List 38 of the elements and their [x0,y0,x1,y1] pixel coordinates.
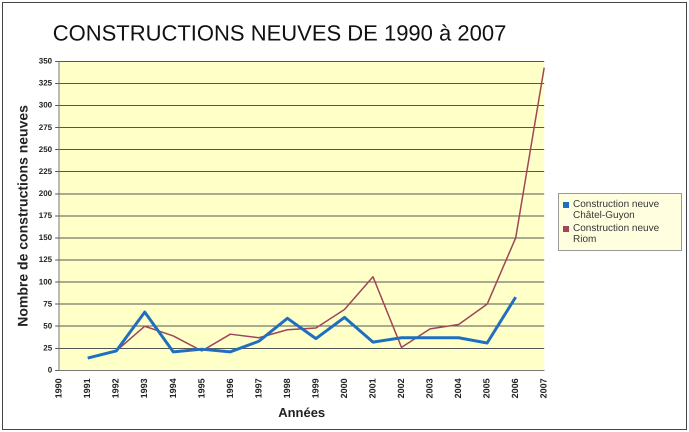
x-tick-label: 1993 [139,378,150,398]
y-axis-title: Nombre de constructions neuves [14,104,30,327]
y-tick-label: 50 [43,321,53,330]
x-tick-label: 2006 [510,378,520,398]
x-tick-label: 1995 [196,378,206,398]
x-tick-label: 1990 [54,378,64,398]
x-axis-title: Années [278,404,326,420]
x-tick-label: 2000 [338,378,349,398]
y-tick-label: 325 [38,78,53,88]
y-tick-label: 275 [38,122,53,132]
y-tick-label: 75 [43,299,53,308]
x-tick-label: 2004 [453,378,464,398]
y-tick-label: 300 [38,100,53,110]
y-tick-label: 250 [38,144,53,154]
x-tick-label: 2002 [396,378,406,398]
x-tick-label: 1991 [82,378,92,398]
y-tick-label: 225 [38,166,53,176]
y-tick-label: 25 [43,344,53,353]
x-tick-label: 2005 [482,378,492,398]
x-tick-label: 2001 [367,378,378,398]
x-tick-label: 1999 [310,378,320,398]
x-tick-label: 1997 [253,378,264,398]
chart-title: CONSTRUCTIONS NEUVES DE 1990 à 2007 [52,20,506,46]
x-tick-label: 1998 [282,378,292,398]
x-tick-label: 2007 [538,378,549,398]
x-tick-label: 2003 [424,378,435,398]
y-tick-label: 125 [38,255,53,264]
y-tick-label: 175 [38,211,53,220]
x-tick-label: 1996 [224,378,235,398]
legend-label: Construction neuve Châtel-Guyon [573,199,660,221]
y-tick-label: 150 [38,233,53,242]
legend-label: Construction neuve Riom [573,223,660,245]
y-tick-label: 350 [38,56,53,66]
y-tick-label: 100 [38,277,53,286]
y-tick-label: 0 [48,366,53,375]
x-tick-label: 1992 [110,378,121,398]
x-tick-label: 1994 [168,378,178,398]
y-tick-label: 200 [38,189,53,198]
